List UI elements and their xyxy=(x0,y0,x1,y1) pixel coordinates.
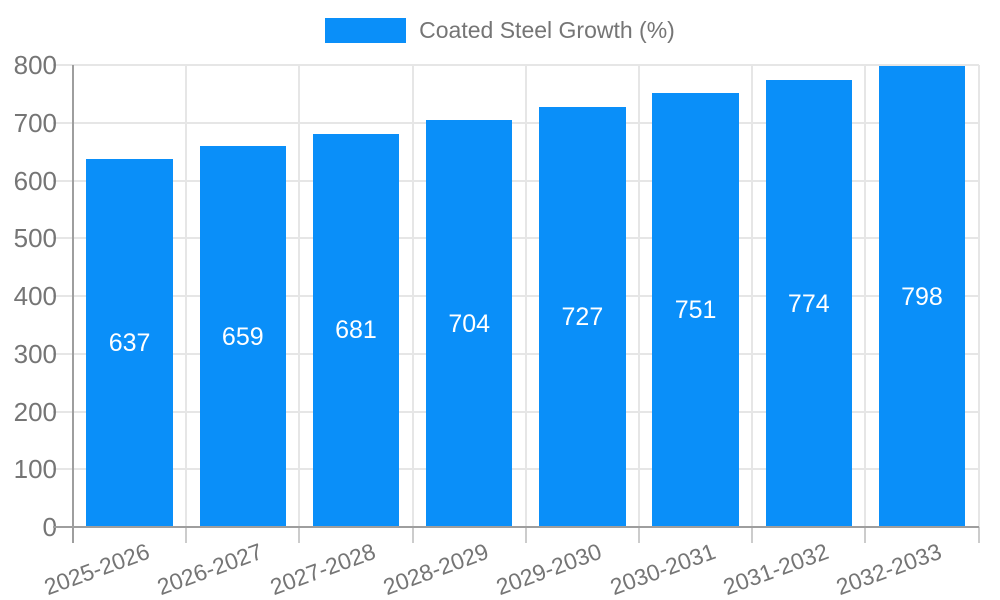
y-gridline xyxy=(53,179,979,182)
bar-2029-2030 xyxy=(539,107,626,527)
y-axis-tick-label: 300 xyxy=(13,338,57,369)
y-axis-tick-label: 500 xyxy=(13,223,57,254)
x-axis-tick xyxy=(751,527,754,543)
x-axis-tick xyxy=(638,527,640,543)
bar-2025-2026 xyxy=(86,159,173,527)
x-axis-tick xyxy=(298,527,301,543)
x-axis-tick xyxy=(411,527,414,543)
category-boundary-gridline xyxy=(185,65,188,527)
bar-2030-2031 xyxy=(652,93,739,527)
category-boundary-gridline xyxy=(751,65,754,527)
y-axis-tick-label: 100 xyxy=(13,454,57,485)
x-axis-line xyxy=(53,526,979,528)
category-boundary-gridline xyxy=(524,65,527,527)
y-axis-tick-label: 0 xyxy=(42,512,57,542)
bar-value-label: 751 xyxy=(674,296,717,325)
y-gridline xyxy=(53,64,979,66)
x-axis-tick xyxy=(864,527,867,543)
bar-value-label: 637 xyxy=(108,329,151,358)
category-boundary-gridline xyxy=(977,65,980,527)
y-gridline xyxy=(53,121,979,124)
bar-2031-2032 xyxy=(765,80,853,527)
y-gridline xyxy=(53,237,979,240)
legend-color-swatch xyxy=(325,18,407,43)
x-axis-tick xyxy=(977,527,980,543)
bar-value-label: 727 xyxy=(561,303,604,332)
y-axis-tick-label: 400 xyxy=(13,281,57,311)
bar-value-label: 704 xyxy=(448,309,491,338)
bar-value-label: 659 xyxy=(221,322,264,351)
y-axis-line xyxy=(72,65,74,543)
bar-2027-2028 xyxy=(312,133,400,527)
category-boundary-gridline xyxy=(638,65,640,527)
chart-legend: Coated Steel Growth (%) xyxy=(0,18,1000,43)
category-boundary-gridline xyxy=(864,65,867,527)
bar-2028-2029 xyxy=(425,120,513,527)
bar-value-label: 774 xyxy=(787,289,830,318)
bar-value-label: 798 xyxy=(901,282,943,311)
y-gridline xyxy=(53,410,979,413)
category-boundary-gridline xyxy=(411,65,414,527)
y-gridline xyxy=(53,352,979,355)
y-axis-tick-label: 200 xyxy=(13,396,57,427)
bar-2026-2027 xyxy=(199,146,287,527)
x-axis-tick xyxy=(185,527,188,543)
y-axis-tick-label: 600 xyxy=(13,165,57,196)
y-gridline xyxy=(53,468,979,471)
bar-value-label: 681 xyxy=(335,316,377,345)
x-axis-tick xyxy=(524,527,527,543)
legend-series-label: Coated Steel Growth (%) xyxy=(419,17,675,43)
bar-2032-2033 xyxy=(878,66,966,527)
y-gridline xyxy=(53,295,979,297)
category-boundary-gridline xyxy=(298,65,301,527)
y-axis-tick-label: 800 xyxy=(13,50,57,80)
y-axis-tick-label: 700 xyxy=(13,107,57,138)
